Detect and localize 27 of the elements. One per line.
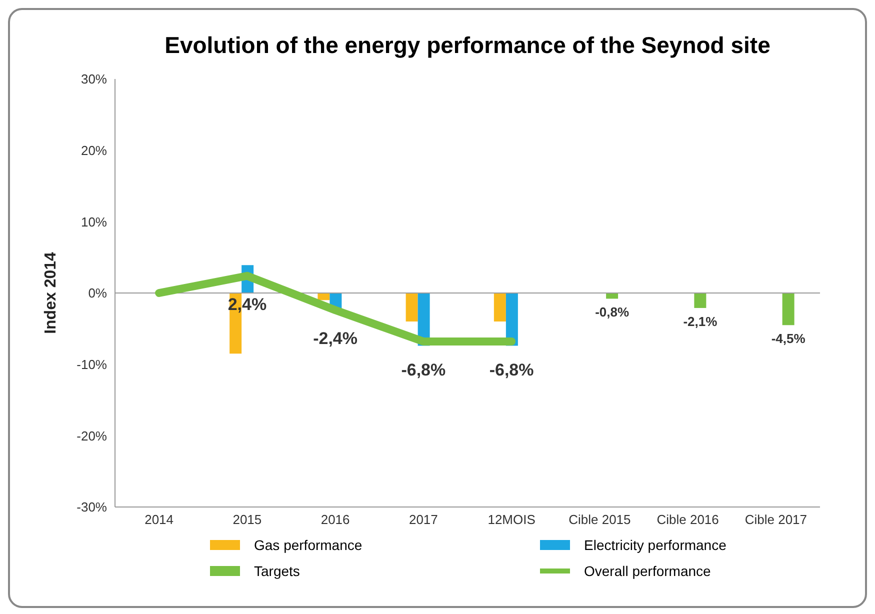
y-tick-label: -20%	[76, 428, 108, 444]
y-tick-label: -30%	[76, 500, 108, 515]
data-label: -2,4%	[313, 329, 358, 348]
y-tick-label: 20%	[80, 142, 108, 158]
chart-title: Evolution of the energy performance of the Seynod site	[164, 32, 772, 59]
y-axis-title: Index 2014	[42, 252, 60, 334]
x-tick-label: Cible 2015	[568, 512, 631, 528]
y-tick-label: 30%	[80, 72, 108, 87]
x-tick-label: 2014	[144, 512, 174, 528]
x-tick-label: 2017	[408, 512, 438, 528]
x-tick-label: 2016	[320, 512, 350, 528]
legend-label: Gas performance	[254, 537, 362, 553]
data-label: -2,1%	[683, 314, 718, 329]
data-label: -6,8%	[401, 360, 446, 380]
data-label: -4,5%	[771, 331, 806, 346]
data-label: -6,8%	[489, 360, 534, 380]
y-tick-label: 0%	[88, 286, 108, 301]
x-tick-label: 2015	[232, 512, 262, 528]
legend-label: Targets	[254, 563, 300, 579]
y-tick-label: 10%	[80, 214, 108, 230]
legend-label: Electricity performance	[584, 537, 726, 553]
data-label: -0,8%	[595, 304, 630, 320]
x-tick-label: Cible 2017	[744, 512, 808, 528]
x-tick-label: 12MOIS	[488, 512, 536, 528]
x-tick-label: Cible 2016	[656, 512, 719, 528]
y-tick-label: -10%	[76, 356, 108, 372]
legend-label: Overall performance	[584, 563, 711, 579]
